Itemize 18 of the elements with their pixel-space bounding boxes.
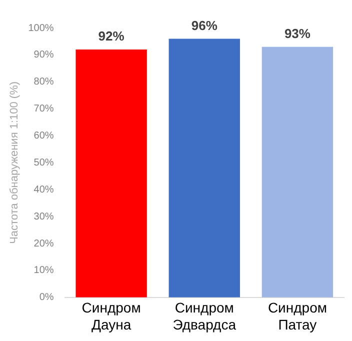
y-tick-label: 50%: [34, 157, 54, 168]
x-tick-label: Синдром Эдвардса: [172, 300, 236, 332]
y-tick-label: 30%: [34, 211, 54, 222]
x-tick-label: Синдром Дауна: [82, 300, 141, 332]
y-axis-title: Частота обнаружения 1:100 (%): [8, 81, 21, 244]
y-tick-label: 90%: [34, 50, 54, 61]
y-tick-label: 0%: [39, 292, 54, 304]
y-tick-label: 70%: [34, 104, 54, 115]
y-tick-label: 10%: [34, 265, 54, 276]
data-label: 96%: [191, 18, 218, 33]
x-tick-label: Синдром Патау: [268, 300, 327, 332]
data-label: 93%: [284, 26, 311, 41]
y-tick-label: 20%: [34, 238, 54, 250]
y-tick-label: 80%: [34, 76, 54, 88]
y-tick-label: 60%: [34, 130, 54, 142]
data-label: 92%: [98, 28, 125, 44]
y-tick-label: 40%: [34, 184, 54, 196]
y-tick-label: 100%: [28, 22, 54, 34]
